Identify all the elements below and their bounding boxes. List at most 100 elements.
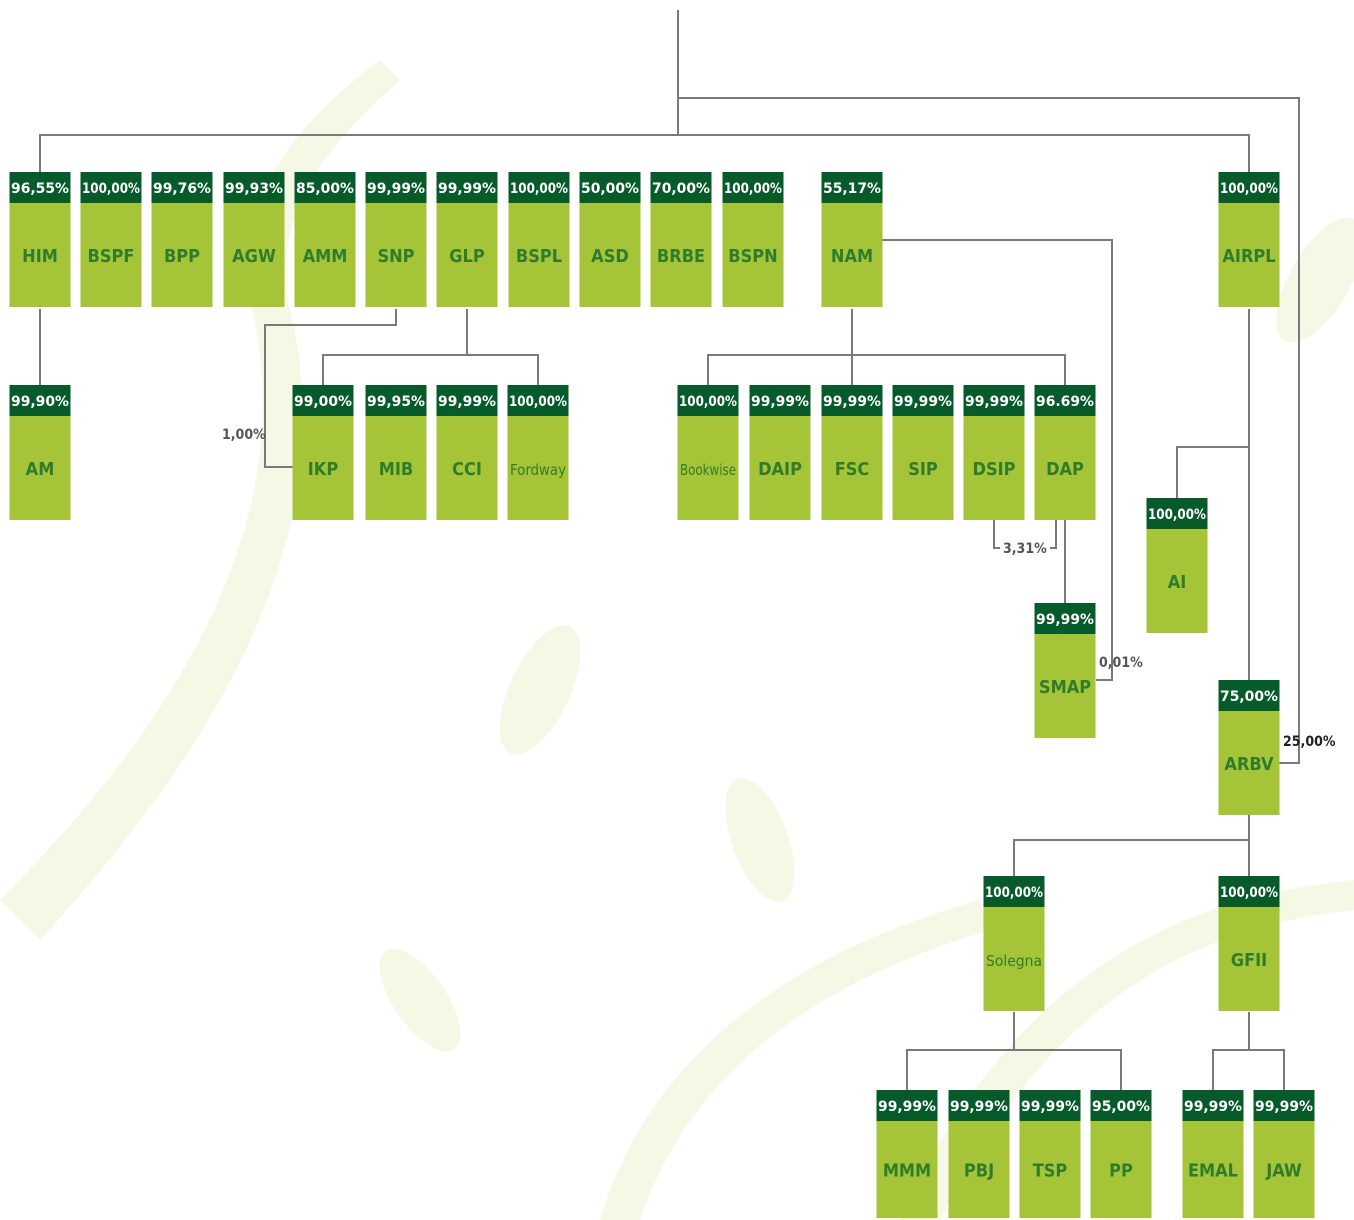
- share-label: 100,00%: [724, 181, 782, 197]
- share-label: 100,00%: [509, 394, 567, 410]
- share-label: 99,99%: [950, 1099, 1008, 1115]
- entity-box: 99,76% BPP: [152, 172, 213, 307]
- entity-label: MMM: [883, 1161, 931, 1182]
- entity-box: 100,00%BSPL: [509, 172, 570, 307]
- entity-box: 100,00% Bookwise: [678, 385, 739, 520]
- entity-box: 100,00%Fordway: [508, 385, 569, 520]
- share-label: 99,93%: [225, 181, 283, 197]
- share-label: 99,90%: [11, 394, 69, 410]
- entity-label: AIRPL: [1222, 246, 1275, 267]
- share-label: 100,00%: [1220, 181, 1278, 197]
- entity-label: PBJ: [964, 1161, 994, 1182]
- share-label: 55,17%: [823, 181, 881, 197]
- entity-box: 99,99% CCI: [437, 385, 498, 520]
- entity-box: 70,00% BRBE: [651, 172, 712, 307]
- entity-label: ARBV: [1224, 754, 1274, 775]
- share-label: 99,99%: [894, 394, 952, 410]
- entity-box: 99,99% DSIP: [964, 385, 1025, 520]
- share-label: 85,00%: [296, 181, 354, 197]
- entity-box: 55,17% NAM: [822, 172, 883, 307]
- share-label: 95,00%: [1092, 1099, 1150, 1115]
- share-label: 99,99%: [1184, 1099, 1242, 1115]
- edge-label: 0,01%: [1099, 655, 1143, 671]
- entity-label: Bookwise: [680, 461, 736, 479]
- entity-box: 100,00% BSPN: [723, 172, 784, 307]
- entity-box: 99,00% IKP: [293, 385, 354, 520]
- entity-label: BRBE: [657, 246, 705, 267]
- entity-box: 99,99% SNP: [366, 172, 427, 307]
- connector: [1213, 1050, 1284, 1090]
- entity-box: 95,00% PP: [1091, 1090, 1152, 1218]
- entity-box: 99,99%TSP: [1020, 1090, 1081, 1218]
- share-label: 50,00%: [581, 181, 639, 197]
- entity-box: 50,00% ASD: [580, 172, 641, 307]
- share-label: 99,99%: [438, 181, 496, 197]
- share-label: 70,00%: [652, 181, 710, 197]
- connector: [40, 135, 1249, 172]
- entity-box: 99,99% SMAP: [1035, 603, 1096, 738]
- entity-label: BSPF: [88, 246, 135, 267]
- entity-label: SNP: [377, 246, 414, 267]
- entity-label: BSPN: [728, 246, 777, 267]
- share-label: 99,99%: [1255, 1099, 1313, 1115]
- entity-box: 99,99%FSC: [822, 385, 883, 520]
- entity-label: ASD: [591, 246, 629, 267]
- entity-box: 99,99%SIP: [893, 385, 954, 520]
- connector: [323, 355, 538, 385]
- entity-label: NAM: [831, 246, 873, 267]
- share-label: 99,99%: [823, 394, 881, 410]
- entity-box: 99,99% GLP: [437, 172, 498, 307]
- share-label: 99,99%: [1021, 1099, 1079, 1115]
- entity-label: IKP: [308, 459, 339, 480]
- entity-box: 99,99%EMAL: [1183, 1090, 1244, 1218]
- entity-box: 96.69% DAP: [1035, 385, 1096, 520]
- share-label: 99,95%: [367, 394, 425, 410]
- entity-label: DSIP: [973, 459, 1016, 480]
- entity-box: 100,00% AIRPL: [1219, 172, 1280, 307]
- share-label: 99,99%: [367, 181, 425, 197]
- connector: [1177, 447, 1249, 498]
- entity-label: GLP: [449, 246, 485, 267]
- entity-label: PP: [1109, 1161, 1133, 1182]
- entity-box: 99,99%MMM: [877, 1090, 938, 1218]
- edge-label: 25,00%: [1283, 734, 1336, 750]
- org-chart: 1,00% 3,31% 0,01% 25,00% 96,55%HIM100,00…: [0, 0, 1354, 1220]
- entity-box: 100,00% AI: [1147, 498, 1208, 633]
- share-label: 99,99%: [751, 394, 809, 410]
- entity-label: DAP: [1046, 459, 1084, 480]
- entity-label: AMM: [303, 246, 348, 267]
- share-label: 100,00%: [985, 885, 1043, 901]
- entity-box: 99,95% MIB: [366, 385, 427, 520]
- entity-label: Solegna: [986, 952, 1042, 970]
- entity-box: 100,00% BSPF: [81, 172, 142, 307]
- entity-label: AI: [1168, 572, 1187, 593]
- entity-label: JAW: [1265, 1161, 1302, 1182]
- share-label: 96.69%: [1036, 394, 1094, 410]
- entity-box: 99,99% PBJ: [949, 1090, 1010, 1218]
- share-label: 100,00%: [1220, 885, 1278, 901]
- entity-label: MIB: [379, 459, 413, 480]
- share-label: 99,76%: [153, 181, 211, 197]
- entity-box: 99,99% JAW: [1254, 1090, 1315, 1218]
- entity-label: BPP: [164, 246, 200, 267]
- entity-label: HIM: [22, 246, 58, 267]
- share-label: 100,00%: [82, 181, 140, 197]
- entity-box: 99,99% DAIP: [750, 385, 811, 520]
- share-label: 100,00%: [1148, 507, 1206, 523]
- edge-label: 1,00%: [222, 427, 266, 443]
- share-label: 75,00%: [1220, 689, 1278, 705]
- entity-box: 100,00%GFII: [1219, 876, 1280, 1011]
- share-label: 99,99%: [965, 394, 1023, 410]
- share-label: 100,00%: [679, 394, 737, 410]
- entity-label: SMAP: [1039, 677, 1091, 698]
- entity-label: DAIP: [758, 459, 802, 480]
- connector: [708, 355, 1065, 385]
- share-label: 99,99%: [1036, 612, 1094, 628]
- share-label: 99,99%: [438, 394, 496, 410]
- entity-box: 99,90%AM: [10, 385, 71, 520]
- entity-label: CCI: [452, 459, 482, 480]
- entity-box: 85,00% AMM: [295, 172, 356, 307]
- connector: [994, 520, 1000, 548]
- entity-box: 96,55%HIM: [10, 172, 71, 307]
- share-label: 99,00%: [294, 394, 352, 410]
